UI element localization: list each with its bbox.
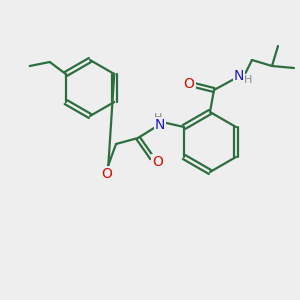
- Text: O: O: [102, 167, 112, 181]
- Text: N: N: [234, 69, 244, 83]
- Text: H: H: [154, 113, 162, 123]
- Text: N: N: [155, 118, 165, 132]
- Text: O: O: [153, 155, 164, 169]
- Text: O: O: [184, 77, 194, 91]
- Text: H: H: [244, 75, 252, 85]
